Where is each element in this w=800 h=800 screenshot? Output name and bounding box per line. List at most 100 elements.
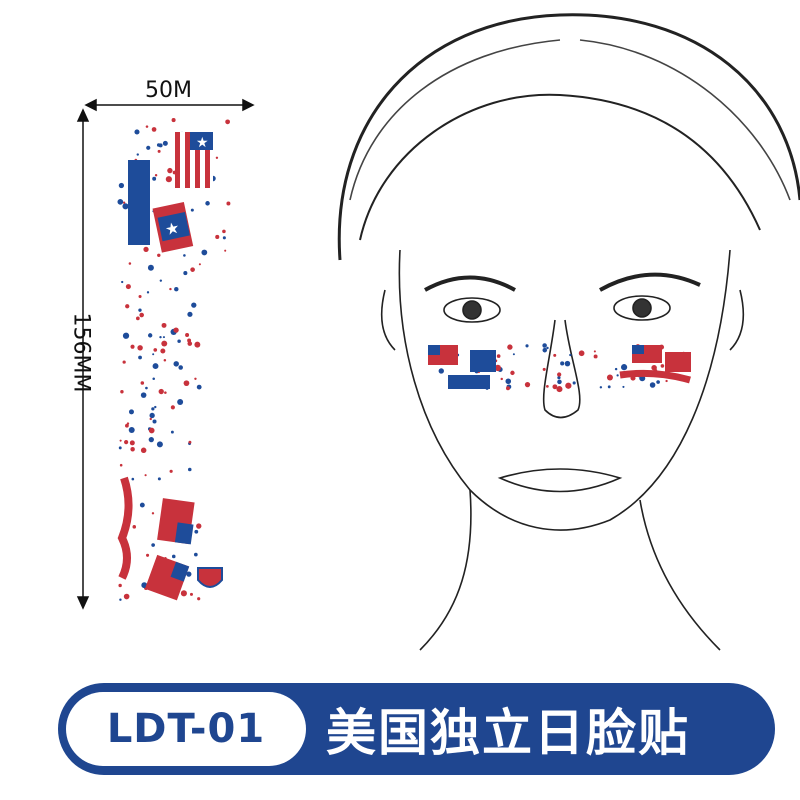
star-dot — [119, 463, 123, 467]
product-code: LDT-01 — [106, 706, 266, 752]
star-dot — [137, 345, 143, 351]
star-dot — [163, 359, 167, 362]
star-dot — [139, 312, 144, 318]
star-dot — [162, 140, 168, 146]
star-dot — [122, 332, 130, 339]
star-dot — [145, 125, 149, 128]
star-dot — [196, 384, 202, 390]
star-dot — [125, 423, 129, 428]
star-dot — [171, 118, 176, 123]
star-dot — [156, 143, 161, 147]
star-dot — [143, 246, 149, 253]
star-dot — [187, 338, 192, 343]
star-dot — [152, 363, 159, 370]
star-dot — [557, 376, 561, 380]
star-dot — [649, 382, 656, 388]
star-dot — [496, 354, 501, 358]
star-dot — [170, 405, 175, 410]
star-dot — [139, 502, 145, 508]
star-dot — [510, 370, 515, 376]
star-dot — [117, 199, 124, 205]
star-dot — [159, 279, 163, 282]
star-dot — [151, 407, 155, 411]
star-dot — [183, 380, 190, 387]
star-dot — [614, 367, 618, 371]
svg-text:★: ★ — [163, 218, 181, 240]
star-dot — [152, 377, 155, 381]
star-dot — [132, 525, 137, 529]
star-dot — [147, 264, 154, 271]
star-dot — [178, 365, 183, 370]
star-dot — [572, 381, 576, 385]
product-title: 美国独立日脸贴 — [326, 704, 690, 762]
star-dot — [651, 364, 657, 371]
star-dot — [125, 304, 130, 309]
star-dot — [565, 382, 572, 389]
star-dot — [224, 249, 227, 252]
star-dot — [556, 386, 563, 393]
star-dot — [151, 543, 155, 547]
star-dot — [152, 419, 157, 424]
face-sketch — [337, 13, 800, 651]
star-dot — [215, 234, 220, 239]
star-dot — [138, 295, 142, 299]
star-dot — [500, 377, 503, 381]
star-dot — [146, 291, 150, 294]
star-dot — [222, 236, 226, 240]
star-dot — [119, 439, 122, 442]
star-dot — [607, 385, 611, 389]
star-dot — [187, 311, 193, 317]
star-dot — [154, 173, 158, 177]
star-dot — [160, 348, 166, 354]
star-dot — [169, 469, 173, 473]
star-dot — [138, 355, 142, 360]
dimension-arrows — [76, 98, 255, 610]
star-dot — [140, 392, 147, 398]
star-dot — [121, 280, 124, 284]
star-dot — [183, 254, 186, 257]
star-dot — [174, 286, 179, 292]
product-code-pill: LDT-01 — [66, 692, 306, 766]
star-dot — [606, 374, 613, 381]
star-dot — [560, 361, 565, 366]
svg-text:★: ★ — [196, 135, 209, 151]
height-dimension-label: 156MM — [68, 312, 94, 393]
star-dot — [158, 388, 164, 395]
star-dot — [138, 308, 142, 312]
star-dot — [505, 386, 510, 391]
star-dot — [128, 426, 135, 433]
star-dot — [152, 176, 157, 181]
star-dot — [180, 590, 187, 597]
star-dot — [149, 412, 155, 419]
star-dot — [546, 385, 549, 388]
star-dot — [140, 381, 145, 385]
star-dot — [198, 263, 201, 266]
star-dot — [122, 203, 129, 210]
star-dot — [542, 343, 547, 348]
width-dimension-label: 50M — [145, 78, 192, 103]
face-sticker-flags — [428, 345, 691, 389]
star-dot — [191, 302, 197, 308]
star-dot — [512, 353, 515, 356]
star-dot — [665, 379, 668, 383]
star-dot — [196, 523, 202, 529]
star-dot — [157, 253, 161, 258]
star-dot — [194, 341, 201, 348]
star-dot — [162, 336, 165, 339]
star-dot — [186, 571, 192, 577]
star-dot — [194, 377, 197, 380]
star-dot — [171, 554, 176, 559]
star-dot — [135, 316, 140, 321]
star-dot — [153, 348, 158, 352]
star-dot — [173, 361, 179, 367]
star-dot — [187, 467, 192, 472]
star-dot — [130, 344, 135, 349]
star-dot — [164, 391, 167, 394]
star-dot — [552, 384, 558, 390]
star-dot — [161, 340, 168, 347]
star-dot — [122, 201, 126, 204]
star-dot — [553, 353, 557, 357]
star-dot — [599, 386, 603, 389]
star-dot — [146, 553, 150, 557]
